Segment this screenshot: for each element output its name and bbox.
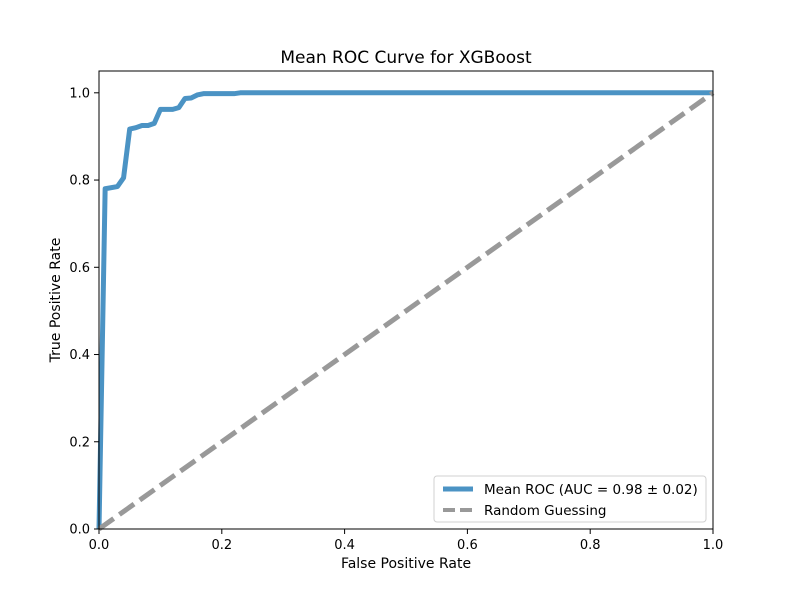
y-axis-label: True Positive Rate: [48, 238, 64, 364]
y-tick-label: 1.0: [69, 86, 90, 101]
legend: Mean ROC (AUC = 0.98 ± 0.02) Random Gues…: [433, 475, 707, 523]
x-tick-label: 0.4: [334, 538, 355, 553]
x-tick-label: 0.0: [89, 538, 110, 553]
y-tick-label: 0.2: [69, 435, 90, 450]
x-tick-label: 0.8: [580, 538, 601, 553]
legend-label-mean-roc: Mean ROC (AUC = 0.98 ± 0.02): [484, 482, 698, 498]
x-axis-label: False Positive Rate: [341, 556, 471, 572]
chart-title: Mean ROC Curve for XGBoost: [280, 48, 532, 68]
x-tick-label: 0.6: [457, 538, 478, 553]
y-tick-label: 0.8: [69, 174, 90, 189]
legend-label-random-guessing: Random Guessing: [484, 503, 606, 519]
y-tick-label: 0.4: [69, 348, 90, 363]
series-line-random-guessing: [97, 90, 715, 532]
x-tick-label: 1.0: [703, 538, 724, 553]
legend-box: [433, 475, 707, 523]
series-layer: [96, 90, 715, 532]
series-line-mean-roc: [96, 90, 713, 530]
x-tick-label: 0.2: [211, 538, 232, 553]
y-axis: 0.0 0.2 0.4 0.6 0.8 1.0: [69, 86, 99, 538]
x-axis: 0.0 0.2 0.4 0.6 0.8 1.0: [89, 529, 724, 553]
y-tick-label: 0.6: [69, 261, 90, 276]
plot-frame: [98, 70, 714, 530]
y-tick-label: 0.0: [69, 523, 90, 538]
